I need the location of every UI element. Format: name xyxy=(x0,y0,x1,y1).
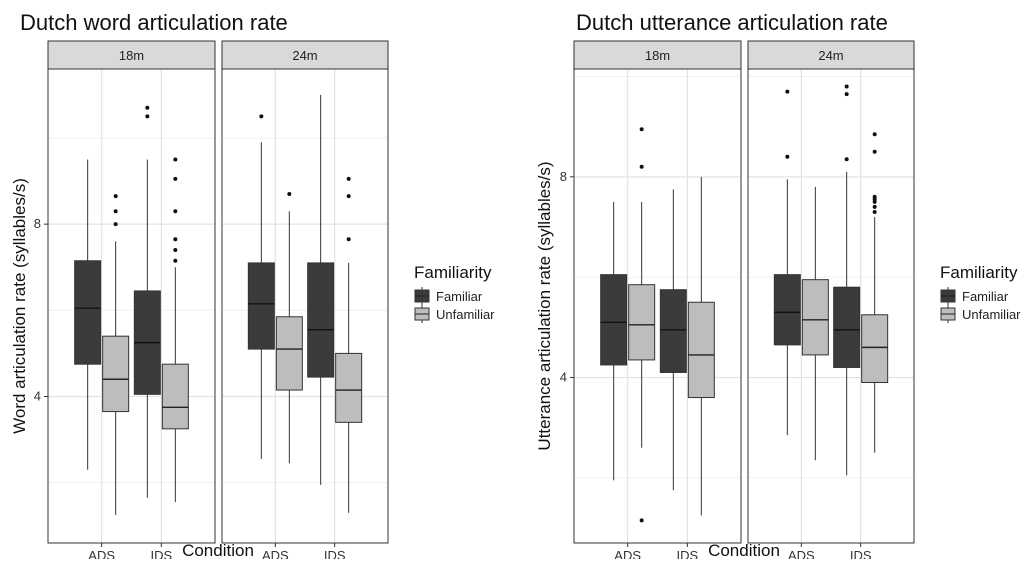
x-tick-label: ADS xyxy=(788,548,815,559)
box-iqr xyxy=(247,262,275,350)
outlier-point xyxy=(173,258,178,263)
chart-title: Dutch word articulation rate xyxy=(20,10,288,35)
outlier-point xyxy=(173,176,178,181)
x-tick-label: IDS xyxy=(676,548,698,559)
outlier-point xyxy=(173,237,178,242)
outlier-point xyxy=(844,157,849,162)
box-iqr xyxy=(628,284,656,361)
outlier-point xyxy=(872,132,877,137)
box-iqr xyxy=(161,363,189,430)
panel-border xyxy=(573,68,742,544)
outlier-point xyxy=(639,518,644,523)
x-axis-label: Condition xyxy=(708,541,780,559)
outlier-point xyxy=(844,84,849,89)
box-iqr xyxy=(801,279,829,356)
outlier-point xyxy=(872,209,877,214)
panel-background xyxy=(748,69,914,543)
facet-strip xyxy=(47,40,216,70)
box-iqr xyxy=(307,262,335,378)
outlier-point xyxy=(173,157,178,162)
outlier-point xyxy=(145,105,150,110)
outlier-point xyxy=(287,191,292,196)
x-tick-label: ADS xyxy=(88,548,115,559)
box-iqr xyxy=(275,316,303,391)
panel-background xyxy=(574,69,741,543)
facet-label: 18m xyxy=(119,48,144,63)
outlier-point xyxy=(872,194,877,199)
box-iqr xyxy=(335,352,363,423)
outlier-point xyxy=(259,114,264,119)
outlier-point xyxy=(785,89,790,94)
box-iqr xyxy=(659,289,687,373)
legend-label: Familiar xyxy=(436,289,483,304)
legend-label: Unfamiliar xyxy=(436,307,495,322)
outlier-point xyxy=(844,92,849,97)
facet-strip xyxy=(573,40,742,70)
x-tick-label: ADS xyxy=(614,548,641,559)
chart-title: Dutch utterance articulation rate xyxy=(576,10,888,35)
outlier-point xyxy=(145,114,150,119)
outlier-point xyxy=(113,194,118,199)
y-axis-label: Utterance articulation rate (syllables/s… xyxy=(535,161,554,450)
outlier-point xyxy=(173,209,178,214)
box-iqr xyxy=(687,301,715,399)
box-iqr xyxy=(600,274,628,366)
outlier-point xyxy=(346,176,351,181)
facet-label: 24m xyxy=(818,48,843,63)
outlier-point xyxy=(346,237,351,242)
y-tick-label: 4 xyxy=(560,369,567,384)
x-tick-label: IDS xyxy=(324,548,346,559)
outlier-point xyxy=(346,194,351,199)
box-iqr xyxy=(102,335,130,413)
outlier-point xyxy=(785,154,790,159)
outlier-point xyxy=(872,149,877,154)
y-tick-label: 4 xyxy=(34,388,41,403)
x-tick-label: ADS xyxy=(262,548,289,559)
outlier-point xyxy=(113,209,118,214)
outlier-point xyxy=(173,247,178,252)
box-iqr xyxy=(773,274,801,346)
y-axis-label: Word articulation rate (syllables/s) xyxy=(10,178,29,434)
box-iqr xyxy=(861,314,889,383)
outlier-point xyxy=(639,127,644,132)
facet-label: 24m xyxy=(292,48,317,63)
panel-background xyxy=(222,69,388,543)
panel-background xyxy=(48,69,215,543)
box-iqr xyxy=(74,260,102,365)
legend-label: Unfamiliar xyxy=(962,307,1021,322)
legend-title: Familiarity xyxy=(414,263,492,282)
legend-label: Familiar xyxy=(962,289,1009,304)
outlier-point xyxy=(639,164,644,169)
panel-border xyxy=(747,68,915,544)
y-tick-label: 8 xyxy=(34,216,41,231)
legend-title: Familiarity xyxy=(940,263,1018,282)
panel-border xyxy=(47,68,216,544)
x-tick-label: IDS xyxy=(850,548,872,559)
facet-strip xyxy=(221,40,389,70)
outlier-point xyxy=(113,222,118,227)
panel-border xyxy=(221,68,389,544)
y-tick-label: 8 xyxy=(560,169,567,184)
x-axis-label: Condition xyxy=(182,541,254,559)
box-iqr xyxy=(833,286,861,368)
outlier-point xyxy=(872,204,877,209)
facet-label: 18m xyxy=(645,48,670,63)
x-tick-label: IDS xyxy=(150,548,172,559)
